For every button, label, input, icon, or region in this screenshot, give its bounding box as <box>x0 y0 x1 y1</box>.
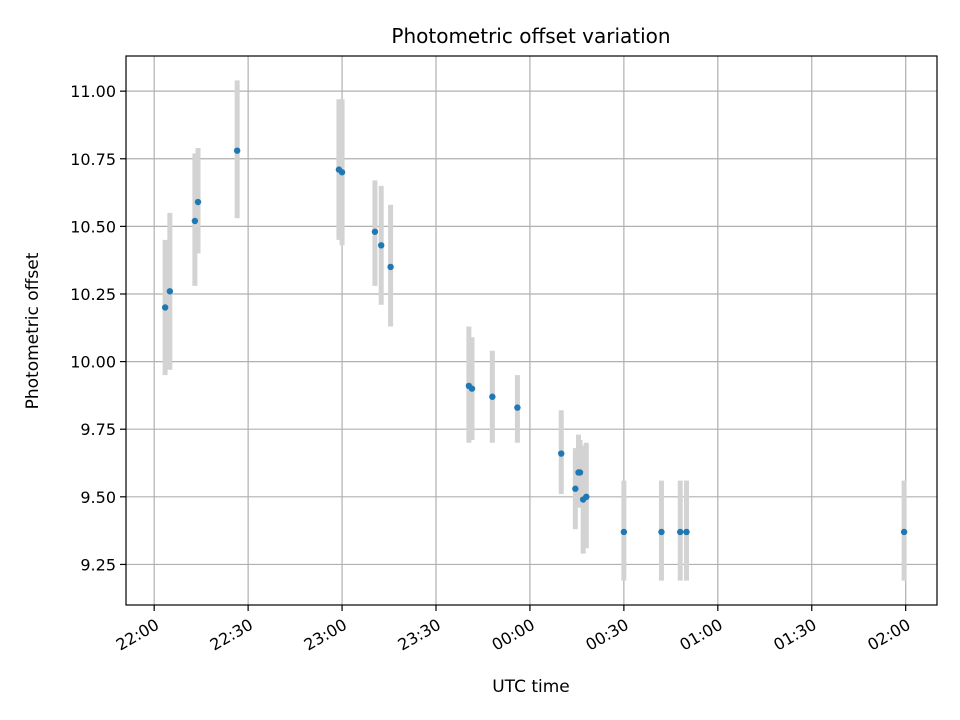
data-point <box>194 198 202 206</box>
grid <box>126 56 937 605</box>
y-tick-label: 10.50 <box>70 217 116 236</box>
y-tick-label: 10.75 <box>70 150 116 169</box>
data-point <box>583 493 590 501</box>
y-axis-ticks: 9.25 9.50 9.75 10.00 10.25 10.50 10.75 11.00 <box>70 82 126 574</box>
data-point <box>572 485 579 492</box>
data-point <box>371 228 379 235</box>
data-point <box>677 528 684 536</box>
y-axis-label: Photometric offset <box>23 252 43 409</box>
y-tick-label: 11.00 <box>70 82 116 101</box>
data-point <box>377 242 385 249</box>
y-tick-label: 9.25 <box>80 555 116 574</box>
data-point <box>166 288 174 295</box>
data-point <box>387 263 394 271</box>
x-axis-label: UTC time <box>492 677 570 697</box>
plot-frame <box>125 55 938 606</box>
data-point <box>489 393 496 400</box>
data-point <box>233 147 241 154</box>
y-tick-label: 9.75 <box>80 420 116 439</box>
chart-title: Photometric offset variation <box>391 24 670 48</box>
data-point <box>191 217 199 225</box>
data-point <box>683 528 690 536</box>
data-point <box>468 385 476 392</box>
y-tick-label: 9.50 <box>80 488 116 507</box>
y-tick-label: 10.00 <box>70 353 116 372</box>
data-point <box>161 304 169 311</box>
data-point <box>576 469 584 476</box>
data-point <box>514 404 521 411</box>
data-point <box>620 528 628 536</box>
data-point <box>338 169 346 176</box>
data-points <box>161 147 908 536</box>
data-point <box>658 528 665 536</box>
data-point <box>558 450 565 457</box>
y-tick-label: 10.25 <box>70 285 116 304</box>
data-point <box>900 528 908 536</box>
